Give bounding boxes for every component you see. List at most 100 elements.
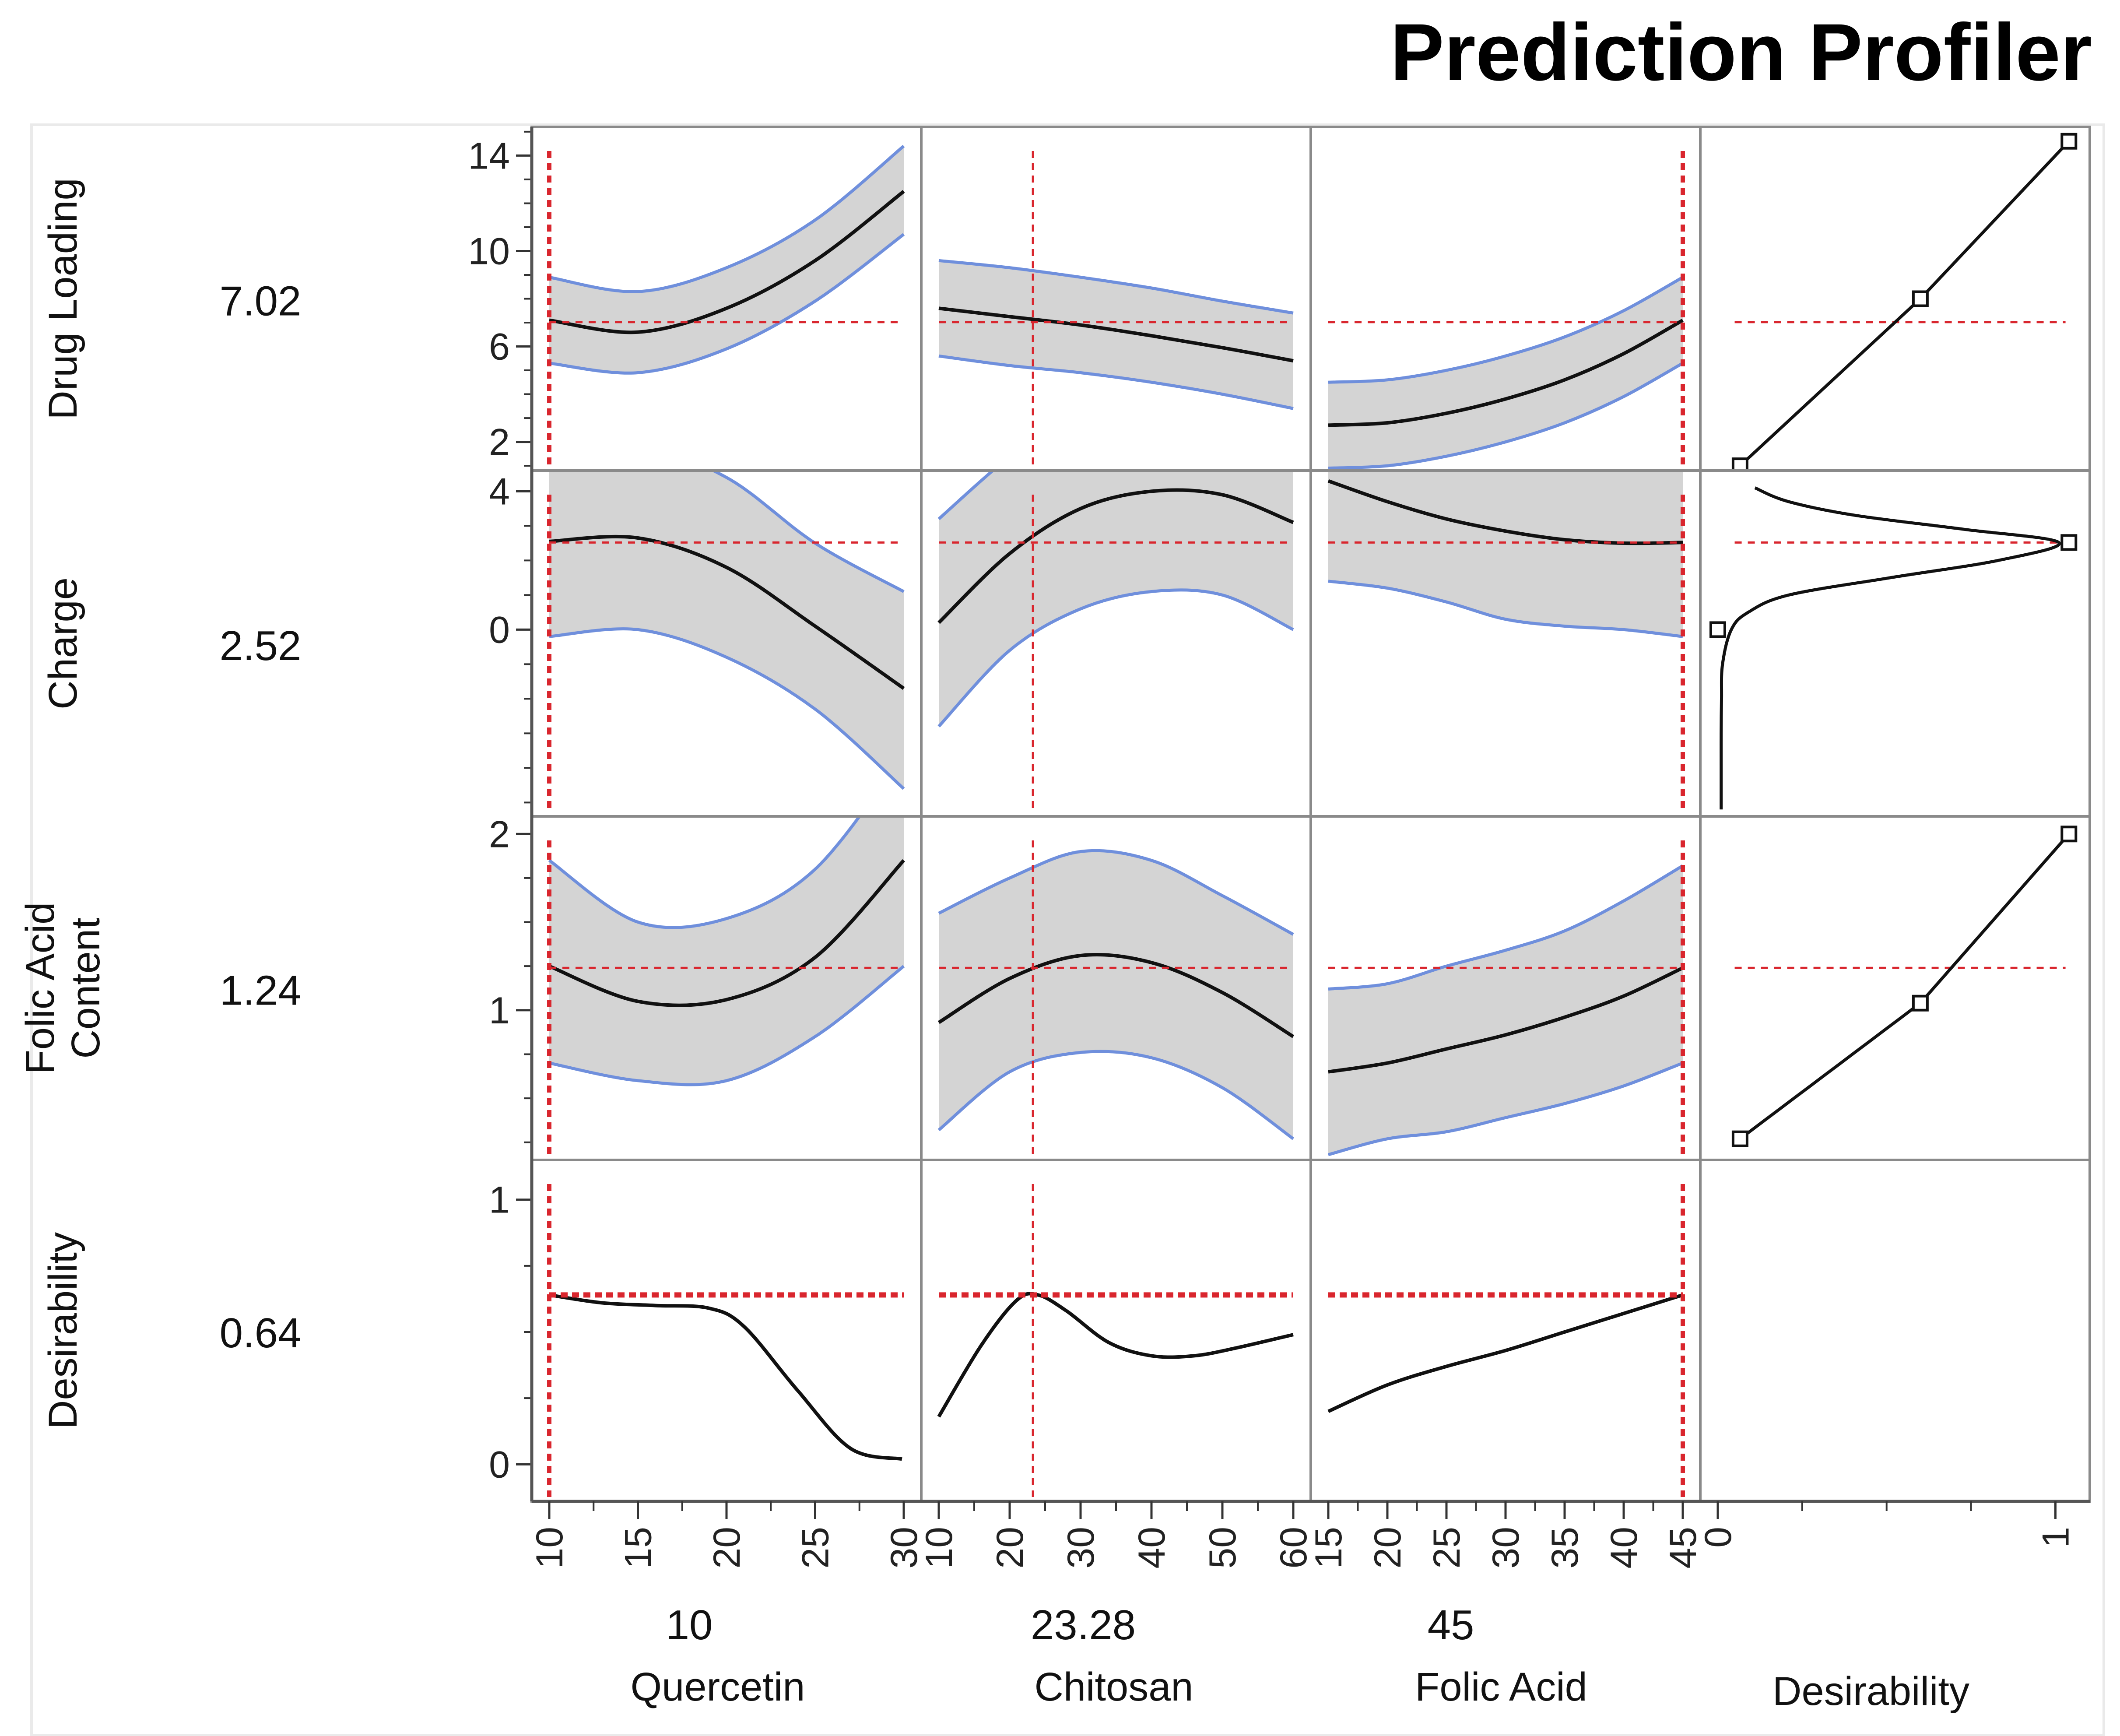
desirability-handle [1709, 621, 1726, 638]
desirability-handle [2060, 133, 2078, 150]
y-tick-label: 1 [489, 1179, 510, 1221]
cell-3-2 [1327, 1184, 1685, 1497]
prediction-curve [937, 1292, 1294, 1418]
confidence-upper-line [938, 849, 1294, 936]
x-tick-label: 20 [1367, 1527, 1409, 1569]
x-tick-label: 10 [918, 1527, 960, 1569]
row-label-1: Charge [41, 577, 85, 710]
confidence-band [1328, 865, 1683, 1155]
cell-0-0 [547, 144, 905, 466]
y-tick-label: 0 [489, 609, 510, 651]
confidence-lower-line [549, 627, 905, 790]
desirability-handle [1731, 1130, 1748, 1147]
cell-frame [1309, 1159, 1702, 1503]
desirability-handle [1912, 995, 1929, 1012]
cell-frame [1699, 126, 2091, 472]
desirability-function-curve [1720, 486, 2061, 810]
x-tick-label: 50 [1202, 1527, 1244, 1569]
confidence-upper-line [548, 816, 862, 929]
chart-title: Prediction Profiler [1390, 7, 2092, 98]
cell-frame [530, 1159, 923, 1503]
confidence-upper-line [1328, 276, 1684, 384]
x-tick-label: 15 [1308, 1527, 1350, 1569]
current-factor-value-2: 45 [1428, 1602, 1474, 1648]
cell-frame [1699, 815, 2091, 1161]
current-response-value-2: 1.24 [220, 967, 302, 1014]
confidence-band [549, 816, 904, 1085]
cell-1-2 [1327, 471, 1685, 812]
confidence-upper-line [549, 144, 905, 293]
row-label-line: Folic Acid [18, 902, 63, 1075]
confidence-lower-line [938, 354, 1294, 410]
x-tick-label: 30 [1485, 1527, 1527, 1569]
cell-3-0 [547, 1184, 904, 1497]
confidence-lower-line [549, 233, 905, 375]
cell-1-0 [547, 471, 905, 812]
confidence-upper-line [938, 259, 1294, 315]
x-tick-label: 40 [1603, 1527, 1645, 1569]
row-label-line: Drug Loading [41, 178, 85, 419]
factor-label-1: Chitosan [1034, 1665, 1193, 1709]
desirability-handle [2060, 826, 2078, 843]
x-tick-label: 30 [883, 1527, 925, 1569]
x-tick-label: 20 [989, 1527, 1031, 1569]
desirability-handle [1731, 457, 1748, 471]
confidence-band [549, 146, 904, 373]
row-label-3: Desirability [41, 1232, 85, 1429]
cell-frame [920, 1159, 1312, 1503]
row-label-line: Charge [41, 577, 85, 710]
x-tick-label: 25 [795, 1527, 837, 1569]
prediction-curve [1328, 966, 1684, 1074]
prediction-curve [938, 306, 1294, 363]
desirability-cell-0 [1731, 133, 2078, 471]
confidence-lower-line [1328, 1061, 1684, 1156]
confidence-lower-line [1328, 362, 1684, 470]
desirability-handle [1912, 290, 1929, 307]
cell-1-1 [937, 471, 1294, 812]
current-factor-value-1: 23.28 [1031, 1602, 1136, 1648]
x-tick-label: 10 [529, 1527, 571, 1569]
current-factor-value-0: 10 [666, 1602, 713, 1648]
desirability-function-line [1739, 140, 2070, 467]
x-tick-label: 40 [1131, 1527, 1173, 1569]
desirability-x-tick-label: 0 [1697, 1527, 1739, 1548]
y-tick-label: 0 [489, 1444, 510, 1486]
row-label-2: Folic AcidContent [18, 902, 108, 1075]
current-response-value-0: 7.02 [220, 278, 302, 325]
desirability-cell-1 [1709, 486, 2078, 810]
row-label-line: Content [63, 917, 108, 1058]
desirability-x-tick-label: 1 [2035, 1527, 2077, 1548]
cell-2-0 [547, 816, 905, 1156]
x-tick-label: 45 [1662, 1527, 1704, 1569]
prediction-curve [549, 534, 905, 690]
cell-2-1 [937, 840, 1295, 1156]
row-label-line: Desirability [41, 1232, 85, 1429]
cell-frame [1699, 1159, 2091, 1503]
x-tick-label: 60 [1273, 1527, 1315, 1569]
confidence-lower-line [937, 1050, 1295, 1140]
confidence-upper-line [710, 471, 905, 593]
desirability-axis-label: Desirability [1773, 1669, 1969, 1714]
factor-label-0: Quercetin [631, 1665, 805, 1709]
y-tick-label: 4 [489, 471, 510, 513]
factor-label-2: Folic Acid [1415, 1665, 1587, 1709]
confidence-lower-line [549, 965, 905, 1086]
row-label-0: Drug Loading [41, 178, 85, 419]
x-tick-label: 30 [1060, 1527, 1102, 1569]
current-response-value-1: 2.52 [220, 622, 302, 669]
prediction-curve [549, 190, 905, 334]
cell-frame [1699, 469, 2091, 818]
y-tick-label: 1 [489, 990, 510, 1032]
y-tick-label: 10 [468, 230, 510, 272]
prediction-curve [937, 952, 1295, 1038]
desirability-handle [2060, 534, 2078, 551]
prediction-curve [549, 1293, 902, 1461]
prediction-curve [548, 859, 905, 1007]
prediction-curve [1328, 319, 1684, 427]
x-tick-label: 35 [1544, 1527, 1586, 1569]
x-tick-label: 25 [1426, 1527, 1468, 1569]
desirability-function-line [1739, 833, 2070, 1140]
y-tick-label: 2 [489, 813, 510, 855]
x-tick-label: 15 [618, 1527, 660, 1569]
